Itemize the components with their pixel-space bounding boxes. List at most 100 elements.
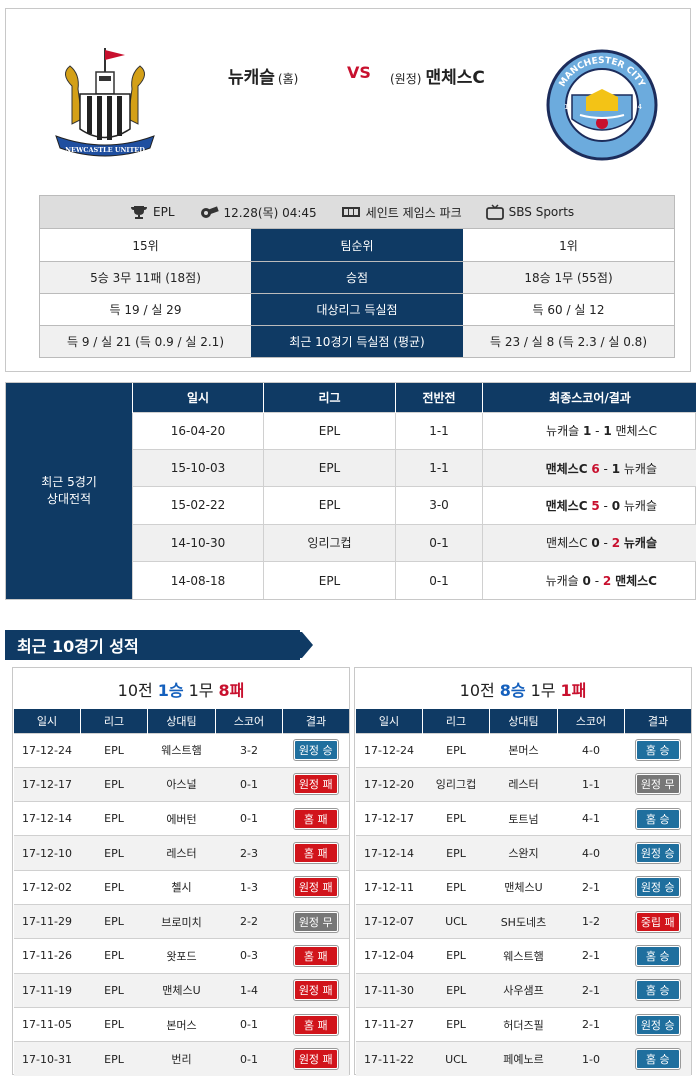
h2h-half: 1-1 — [395, 448, 483, 487]
h2h-score1: 0 — [582, 574, 591, 588]
recent-result-cell: 홈 승 — [624, 801, 691, 836]
recent-date: 17-12-24 — [13, 732, 81, 768]
mancity-logo: MANCHESTER CITY 18 94 — [546, 49, 658, 161]
recent-league: EPL — [80, 972, 148, 1008]
home-summary-losses: 8패 — [218, 680, 245, 700]
recent-opponent: 왓포드 — [147, 938, 216, 974]
recent-score: 2-1 — [557, 869, 625, 905]
recent-opponent: 번리 — [147, 1041, 216, 1076]
away-recent-body: 17-12-24 EPL 본머스 4-0 홈 승 17-12-20 잉리그컵 레스터 1-1 원정… — [355, 732, 691, 1076]
h2h-label: 최근 5경기 상대전적 — [6, 383, 132, 599]
recent-opponent: 토트넘 — [489, 801, 558, 836]
match-info-bar: EPL 12.28(목) 04:45 세인트 제임스 파크 SBS Sports — [40, 196, 674, 229]
h2h-date: 16-04-20 — [132, 411, 264, 450]
recent-opponent: SH도네츠 — [489, 903, 558, 939]
recent-date: 17-12-11 — [355, 869, 423, 905]
datetime-info: 12.28(목) 04:45 — [199, 204, 317, 221]
home-recent-row: 17-11-19 EPL 맨체스U 1-4 원정 패 — [13, 972, 349, 1008]
recent-date: 17-11-05 — [13, 1006, 81, 1042]
home-tag: (홈) — [277, 72, 299, 86]
recent-league: EPL — [422, 732, 490, 768]
recent-date: 17-11-30 — [355, 972, 423, 1008]
result-badge: 원정 패 — [292, 773, 339, 796]
home-header-score: 스코어 — [215, 709, 283, 733]
away-summary-draws: 1무 — [530, 680, 556, 700]
home-recent-row: 17-12-10 EPL 레스터 2-3 홈 패 — [13, 835, 349, 871]
broadcast-text: SBS Sports — [508, 205, 575, 219]
away-recent-panel: 10전 8승 1무 1패 일시 리그 상대팀 스코어 결과 17-12-24 EP… — [354, 667, 692, 1076]
h2h-team2: 뉴캐슬 — [623, 461, 657, 476]
h2h-league: EPL — [263, 561, 396, 599]
mancity-year-left: 18 — [564, 103, 573, 111]
stats-away-value: 득 60 / 실 12 — [532, 303, 605, 317]
recent-date: 17-12-17 — [355, 801, 423, 836]
away-recent-row: 17-12-11 EPL 맨체스U 2-1 원정 승 — [355, 869, 691, 905]
recent-result-cell: 원정 승 — [624, 869, 691, 905]
h2h-team1: 맨체스C — [546, 536, 588, 551]
recent-score: 1-1 — [557, 766, 625, 802]
home-summary-prefix: 10전 — [117, 680, 153, 700]
home-recent-panel: 10전 1승 1무 8패 일시 리그 상대팀 스코어 결과 17-12-24 EP… — [12, 667, 350, 1076]
h2h-score1: 1 — [582, 424, 592, 439]
h2h-half: 0-1 — [395, 561, 483, 599]
result-badge: 홈 승 — [634, 739, 681, 762]
result-badge: 홈 패 — [292, 807, 339, 830]
h2h-final: 뉴캐슬 0 - 2 맨체스C — [482, 561, 696, 599]
away-header-score: 스코어 — [557, 709, 625, 733]
stats-row: 득 9 / 실 21 (득 0.9 / 실 2.1) 최근 10경기 득실점 (평… — [40, 325, 674, 357]
recent-date: 17-11-29 — [13, 903, 81, 939]
mancity-year-right: 94 — [633, 103, 642, 111]
recent-date: 17-11-19 — [13, 972, 81, 1008]
away-team-name: 맨체스C — [425, 68, 485, 88]
recent-date: 17-12-14 — [13, 801, 81, 836]
recent-score: 0-1 — [215, 801, 283, 836]
recent-score: 2-3 — [215, 835, 283, 871]
result-badge: 홈 승 — [634, 1048, 681, 1071]
whistle-icon — [200, 206, 219, 218]
h2h-score2: 2 — [602, 574, 612, 588]
away-team: (원정) 맨체스C — [390, 63, 485, 88]
away-recent-row: 17-11-22 UCL 페예노르 1-0 홈 승 — [355, 1041, 691, 1076]
recent-league: EPL — [80, 1006, 148, 1042]
recent-league: EPL — [422, 938, 490, 974]
h2h-score2: 2 — [611, 536, 621, 551]
recent-result-cell: 홈 패 — [282, 1006, 349, 1042]
away-recent-row: 17-12-17 EPL 토트넘 4-1 홈 승 — [355, 801, 691, 836]
stats-row: 득 19 / 실 29 대상리그 득실점 득 60 / 실 12 — [40, 293, 674, 325]
home-recent-body: 17-12-24 EPL 웨스트햄 3-2 원정 승 17-12-17 EPL 아스널 0-1 원… — [13, 732, 349, 1076]
home-header-league: 리그 — [80, 709, 148, 733]
result-badge: 원정 무 — [634, 773, 681, 796]
away-recent-summary: 10전 8승 1무 1패 — [355, 668, 691, 709]
datetime-text: 12.28(목) 04:45 — [223, 205, 317, 220]
away-header-result: 결과 — [624, 709, 691, 733]
h2h-label-line1: 최근 5경기 — [41, 475, 97, 489]
recent-opponent: 맨체스U — [147, 972, 216, 1008]
recent-league: EPL — [80, 869, 148, 905]
recent-date: 17-12-20 — [355, 766, 423, 802]
h2h-date: 14-08-18 — [132, 561, 264, 599]
recent-date: 17-11-26 — [13, 938, 81, 974]
recent-score: 2-1 — [557, 972, 625, 1008]
recent-result-cell: 원정 패 — [282, 1041, 349, 1076]
recent-section-title: 최근 10경기 성적 — [5, 630, 300, 660]
recent-score: 0-1 — [215, 766, 283, 802]
stats-home-value: 득 9 / 실 21 (득 0.9 / 실 2.1) — [66, 335, 224, 349]
recent-opponent: 브로미치 — [147, 903, 216, 939]
away-recent-table: 일시 리그 상대팀 스코어 결과 17-12-24 EPL 본머스 4-0 홈 승 17-… — [355, 709, 691, 1076]
recent-score: 3-2 — [215, 732, 283, 768]
recent-result-cell: 홈 패 — [282, 835, 349, 871]
h2h-row: 14-08-18 EPL 0-1 뉴캐슬 0 - 2 맨체스C — [132, 561, 696, 599]
stats-row: 15위 팀순위 1위 — [40, 229, 674, 261]
recent-score: 0-1 — [215, 1006, 283, 1042]
stats-label: 최근 10경기 득실점 (평균) — [251, 326, 463, 357]
recent-league: EPL — [422, 972, 490, 1008]
recent-date: 17-11-22 — [355, 1041, 423, 1076]
broadcast-info: SBS Sports — [485, 204, 575, 220]
h2h-final: 맨체스C 6 - 1 뉴캐슬 — [482, 448, 696, 487]
result-badge: 홈 패 — [292, 842, 339, 865]
recent-date: 17-12-24 — [355, 732, 423, 768]
away-header-opponent: 상대팀 — [489, 709, 558, 733]
result-badge: 홈 패 — [292, 1013, 339, 1036]
result-badge: 원정 승 — [634, 876, 681, 899]
